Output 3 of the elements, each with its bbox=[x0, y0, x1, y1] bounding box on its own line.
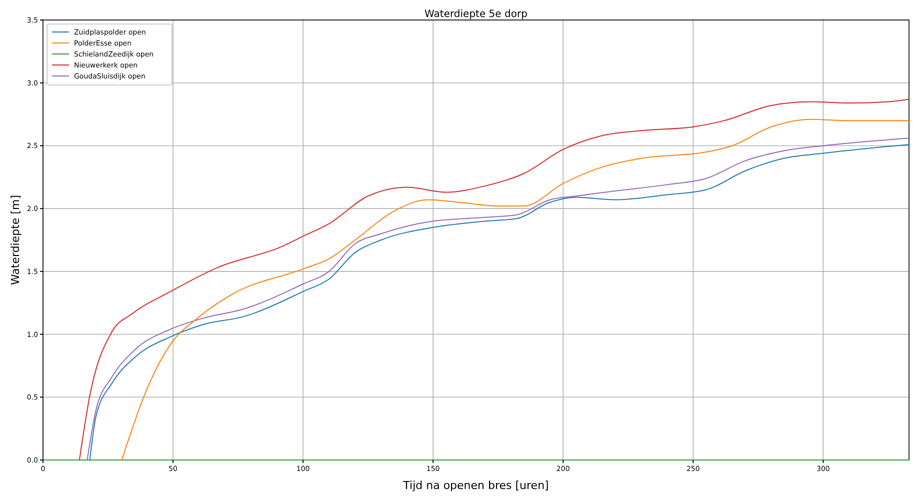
y-axis-title: Waterdiepte [m] bbox=[9, 195, 22, 285]
chart-title: Waterdiepte 5e dorp bbox=[424, 9, 528, 20]
x-axis-title: Tijd na openen bres [uren] bbox=[402, 479, 549, 492]
